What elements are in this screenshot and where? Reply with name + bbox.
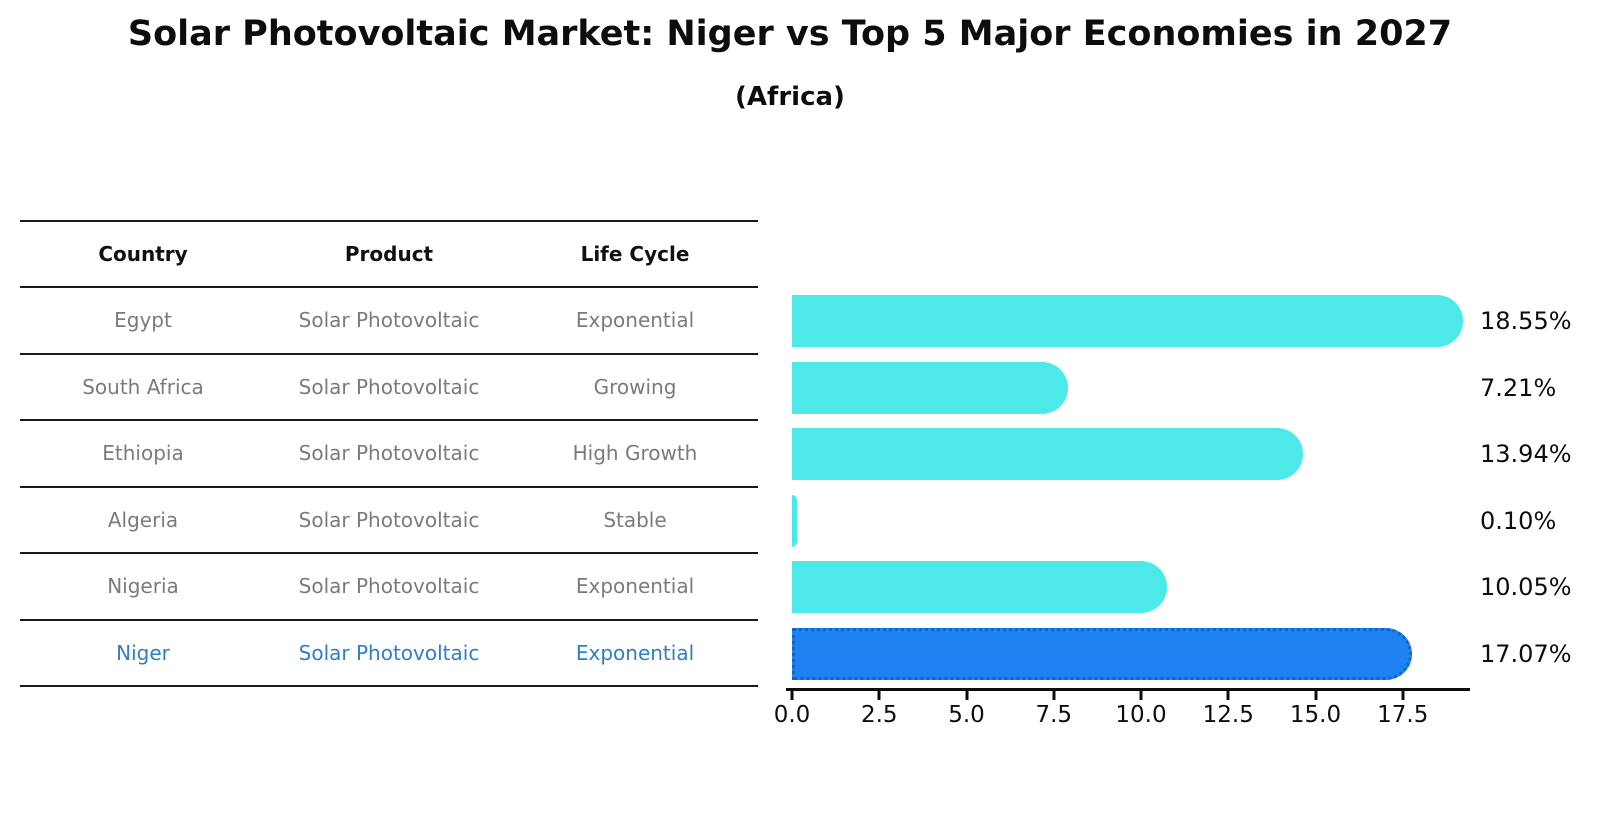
chart-title: Solar Photovoltaic Market: Niger vs Top … xyxy=(127,14,1453,54)
cell-country: Nigeria xyxy=(107,574,179,599)
x-tick-label: 17.5 xyxy=(1377,702,1429,728)
x-tick-label: 0.0 xyxy=(773,702,811,728)
cell-country: South Africa xyxy=(82,374,204,399)
bar-plot-area xyxy=(792,288,1470,687)
value-label-niger: 17.07% xyxy=(1480,639,1572,668)
x-tick-mark xyxy=(1052,691,1056,700)
cell-country: Algeria xyxy=(107,507,179,532)
cell-life_cycle: Growing xyxy=(593,374,677,399)
bar-niger xyxy=(792,627,1412,680)
x-tick-label: 15.0 xyxy=(1289,702,1342,728)
x-tick-mark xyxy=(1226,691,1230,700)
value-label-egypt: 18.55% xyxy=(1480,307,1572,336)
country-table: Country Product Life Cycle Egypt Solar Phot… xyxy=(20,220,758,687)
bar-south-africa xyxy=(792,361,1068,414)
chart-subtitle: (Africa) xyxy=(735,82,845,112)
value-label-nigeria: 10.05% xyxy=(1480,573,1572,602)
cell-product: Solar Photovoltaic xyxy=(298,308,480,333)
cell-product: Solar Photovoltaic xyxy=(298,441,480,466)
x-tick-label: 5.0 xyxy=(948,702,985,728)
value-label-ethiopia: 13.94% xyxy=(1480,440,1572,469)
table-header-row: Country Product Life Cycle xyxy=(20,222,758,288)
cell-country: Niger xyxy=(116,640,170,665)
x-axis-line xyxy=(786,688,1470,691)
table-row-algeria: Algeria Solar Photovoltaic Stable xyxy=(20,488,758,554)
x-tick-label: 12.5 xyxy=(1202,702,1254,728)
cell-country: Ethiopia xyxy=(102,441,184,466)
x-tick-mark xyxy=(1314,691,1317,700)
x-tick-mark xyxy=(790,691,794,700)
cell-country: Egypt xyxy=(114,308,172,333)
table-header-country: Country xyxy=(98,242,188,266)
cell-product: Solar Photovoltaic xyxy=(298,640,480,665)
table-header-product: Product xyxy=(344,242,434,266)
cell-life_cycle: Exponential xyxy=(575,640,695,665)
table-row-niger: Niger Solar Photovoltaic Exponential xyxy=(20,621,758,687)
bar-egypt xyxy=(792,295,1464,348)
cell-product: Solar Photovoltaic xyxy=(298,574,480,599)
table-row-south-africa: South Africa Solar Photovoltaic Growing xyxy=(20,355,758,421)
table-header-life-cycle: Life Cycle xyxy=(580,242,690,266)
cell-life_cycle: Exponential xyxy=(575,574,695,599)
x-tick-mark xyxy=(965,691,968,700)
x-tick-label: 2.5 xyxy=(860,702,898,728)
table-row-egypt: Egypt Solar Photovoltaic Exponential xyxy=(20,288,758,355)
cell-life_cycle: Exponential xyxy=(575,308,695,333)
cell-product: Solar Photovoltaic xyxy=(298,374,480,399)
x-tick-mark xyxy=(1139,691,1143,700)
cell-life_cycle: High Growth xyxy=(572,441,698,466)
value-label-algeria: 0.10% xyxy=(1480,506,1557,535)
x-tick-mark xyxy=(877,691,881,700)
bar-algeria xyxy=(792,494,797,547)
table-row-ethiopia: Ethiopia Solar Photovoltaic High Growth xyxy=(20,421,758,488)
x-tick-label: 7.5 xyxy=(1035,702,1073,728)
table-body: Egypt Solar Photovoltaic Exponential South … xyxy=(20,288,758,687)
value-label-south-africa: 7.21% xyxy=(1480,373,1557,402)
x-tick-label: 10.0 xyxy=(1115,702,1167,728)
table-row-nigeria: Nigeria Solar Photovoltaic Exponential xyxy=(20,554,758,621)
bar-ethiopia xyxy=(792,428,1303,481)
bar-nigeria xyxy=(792,561,1167,614)
cell-life_cycle: Stable xyxy=(603,507,667,532)
x-tick-mark xyxy=(1401,691,1405,700)
cell-product: Solar Photovoltaic xyxy=(298,507,480,532)
